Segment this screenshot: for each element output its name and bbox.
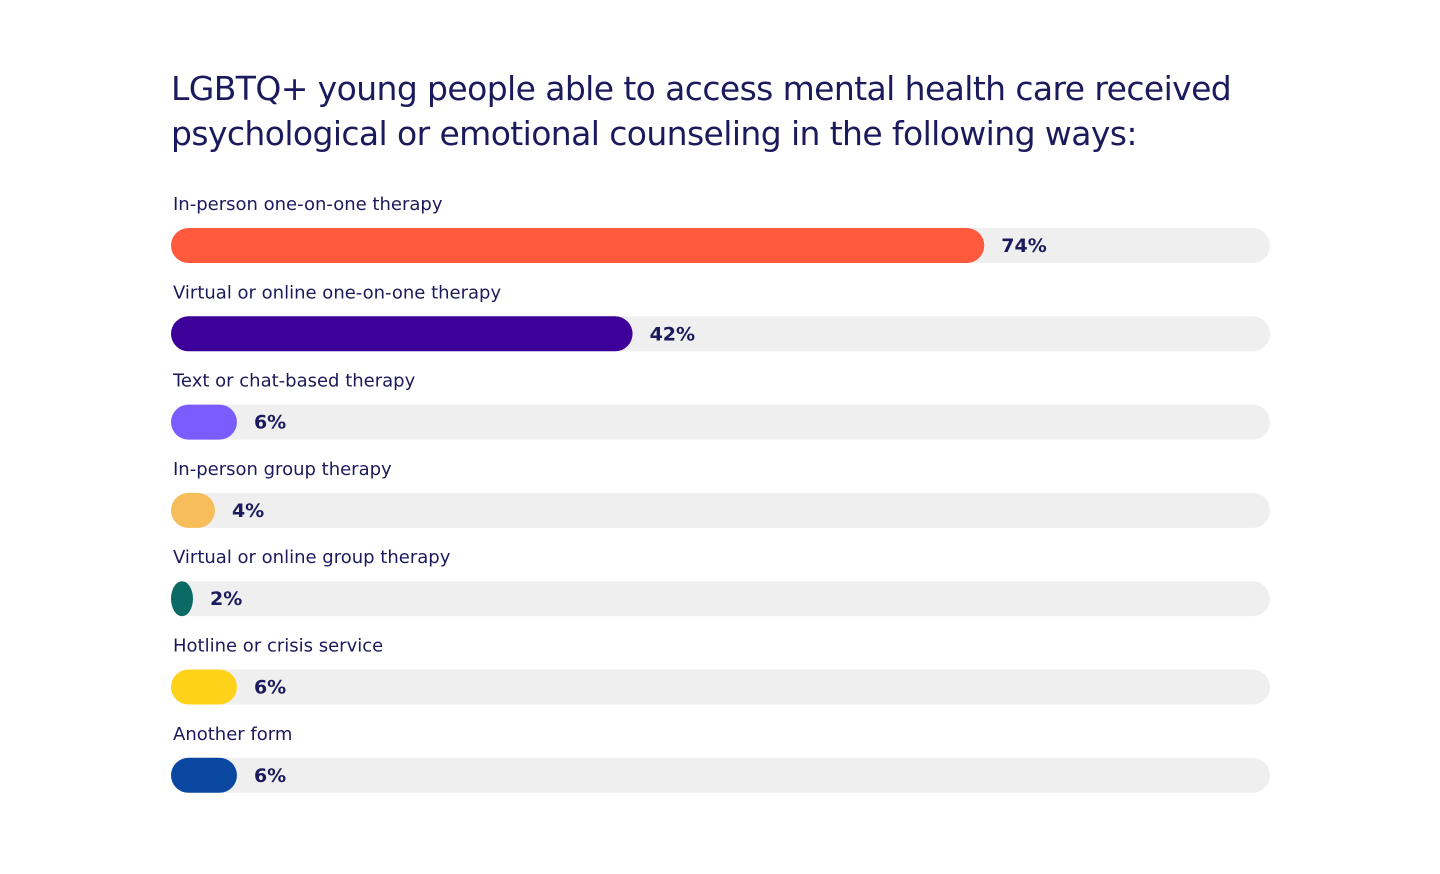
bar [171, 669, 237, 705]
category-label: In-person one-on-one therapy [173, 194, 443, 215]
bar-track [171, 581, 1270, 617]
bar [171, 404, 237, 440]
bar [171, 492, 215, 528]
bar [171, 228, 985, 263]
bar-track [171, 669, 1270, 705]
bar-track [171, 492, 1270, 528]
bar-track [171, 757, 1270, 793]
category-label: Virtual or online one-on-one therapy [173, 282, 501, 303]
value-label: 6% [254, 412, 286, 434]
category-label: Text or chat-based therapy [172, 371, 416, 392]
value-label: 74% [1001, 235, 1046, 257]
bar-track [171, 404, 1270, 440]
value-label: 6% [254, 765, 286, 787]
category-label: Another form [173, 724, 292, 745]
category-label: In-person group therapy [173, 459, 392, 480]
category-label: Hotline or crisis service [173, 636, 383, 657]
value-label: 4% [232, 500, 264, 522]
bar [171, 581, 193, 617]
category-label: Virtual or online group therapy [173, 547, 451, 568]
bar [171, 757, 237, 793]
value-label: 2% [210, 588, 242, 610]
chart-title: LGBTQ+ young people able to access menta… [171, 69, 1232, 153]
value-label: 6% [254, 677, 286, 699]
bar [171, 316, 633, 352]
value-label: 42% [650, 323, 695, 345]
